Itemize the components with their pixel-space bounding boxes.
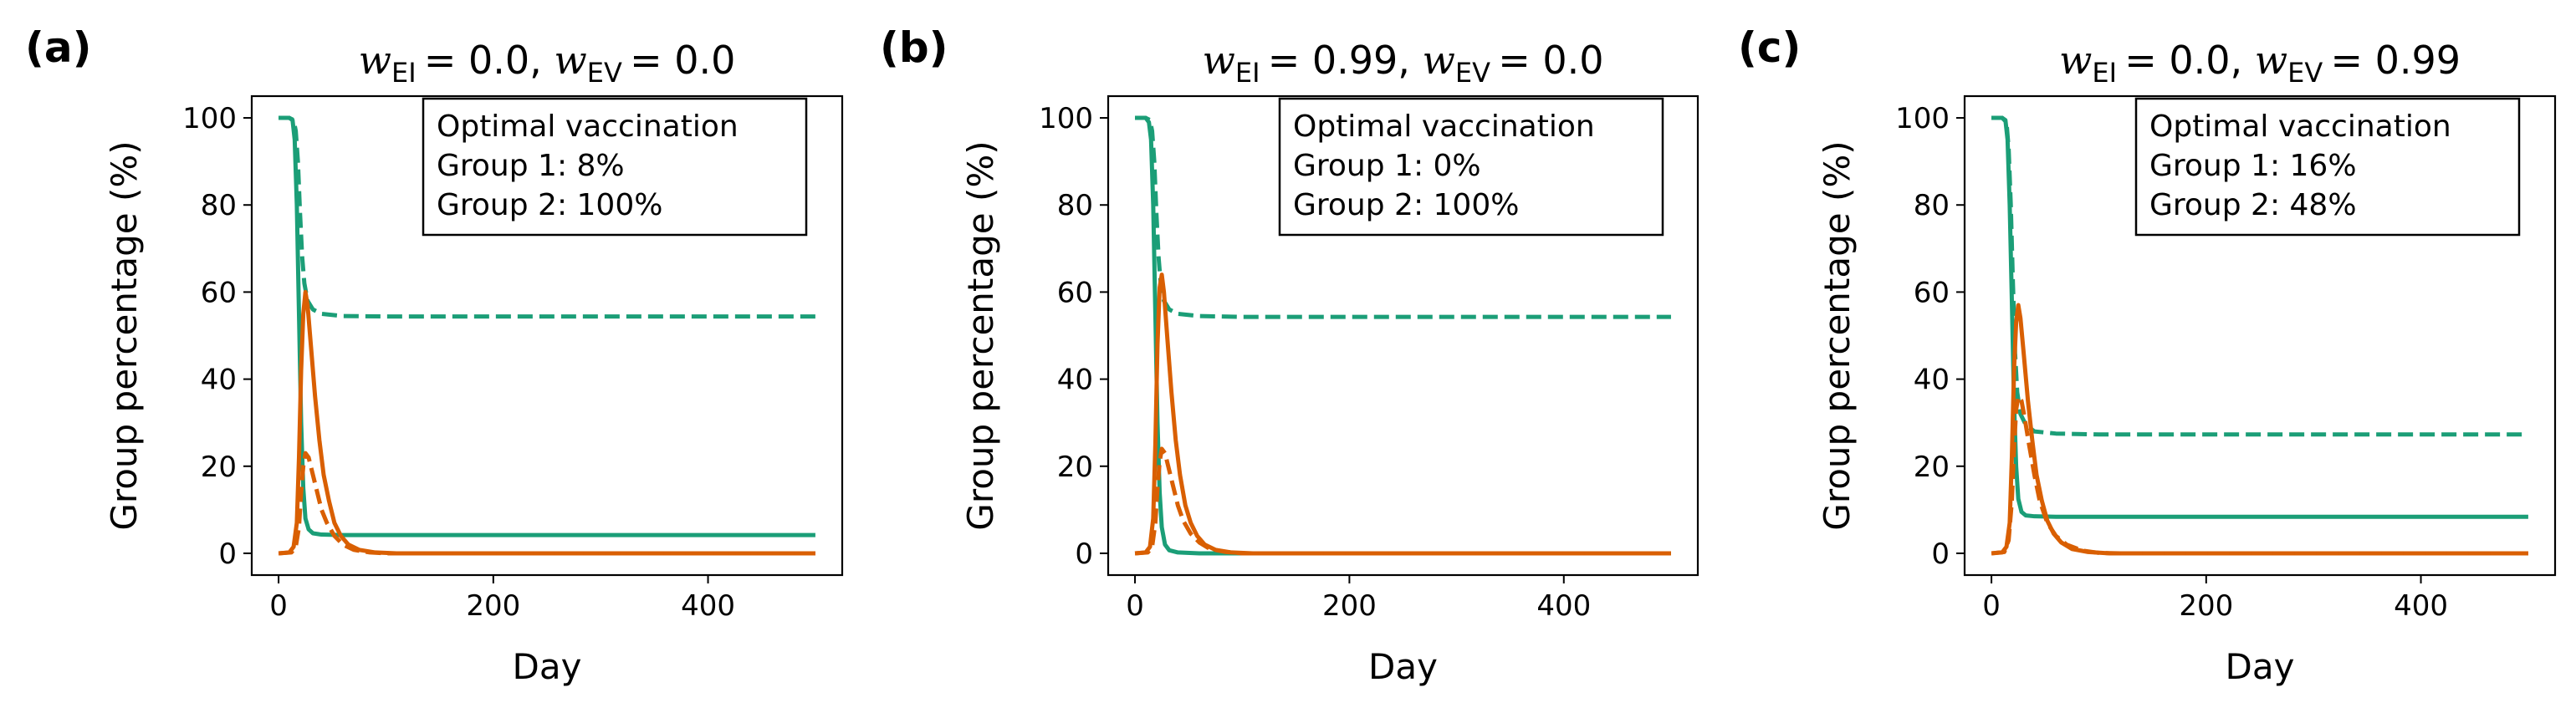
title-w1-value: = 0.99, xyxy=(1268,38,1410,83)
title-w2-symbol: w xyxy=(554,38,586,83)
x-axis-label: Day xyxy=(1368,646,1438,687)
series-line-4 xyxy=(1991,394,2528,556)
annotation-line: Optimal vaccination xyxy=(437,109,739,144)
title-w2-value: = 0.99 xyxy=(2330,38,2461,83)
title-w1-symbol: w xyxy=(359,38,391,83)
annotation-line: Group 2: 100% xyxy=(437,188,662,222)
annotation-line: Optimal vaccination xyxy=(2149,109,2451,144)
title-space xyxy=(622,38,630,83)
axes-frame xyxy=(1963,94,2557,577)
title-w2-sub: EV xyxy=(1455,57,1490,89)
title-w1-symbol: w xyxy=(2059,38,2092,83)
y-tick-label: 40 xyxy=(1914,364,1950,397)
title-space xyxy=(2117,38,2124,83)
chart-title: wEI = 0.99, wEV = 0.0 xyxy=(1202,38,1603,89)
axes-frame xyxy=(1107,94,1699,577)
series-line-2 xyxy=(1991,115,2528,437)
title-w1-sub: EI xyxy=(1235,57,1260,89)
chart-title: wEI = 0.0, wEV = 0.99 xyxy=(2059,38,2461,89)
y-tick-label: 0 xyxy=(1931,537,1950,571)
y-tick-label: 20 xyxy=(1057,451,1093,484)
x-tick-label: 400 xyxy=(681,589,735,623)
title-w2-value: = 0.0 xyxy=(630,38,735,83)
title-w2-symbol: w xyxy=(2255,38,2287,83)
title-space xyxy=(2323,38,2330,83)
y-tick-label: 0 xyxy=(1075,537,1093,571)
x-tick-label: 200 xyxy=(466,589,520,623)
y-axis-label: Group percentage (%) xyxy=(104,140,145,530)
y-tick-label: 20 xyxy=(1914,451,1950,484)
y-tick-label: 60 xyxy=(1914,276,1950,309)
title-space xyxy=(417,38,424,83)
series-line-3 xyxy=(1134,272,1671,556)
title-w1-value: = 0.0, xyxy=(424,38,542,83)
series-line-1 xyxy=(1991,115,2528,519)
series-line-2 xyxy=(279,115,815,319)
title-space xyxy=(2242,38,2255,83)
annotation-line: Optimal vaccination xyxy=(1293,109,1595,144)
title-w2-value: = 0.0 xyxy=(1498,38,1603,83)
title-w1-symbol: w xyxy=(1202,38,1234,83)
title-w2-sub: EV xyxy=(2287,57,2323,89)
panel-label: (c) xyxy=(1738,23,1801,72)
x-tick-label: 0 xyxy=(269,589,288,623)
y-axis-label: Group percentage (%) xyxy=(1817,140,1858,530)
panel-label: (a) xyxy=(25,23,91,72)
x-tick-label: 200 xyxy=(2179,589,2233,623)
x-axis-label: Day xyxy=(2226,646,2295,687)
y-tick-label: 80 xyxy=(201,189,237,222)
y-tick-label: 100 xyxy=(1039,102,1093,135)
y-tick-label: 0 xyxy=(218,537,237,571)
annotation-line: Group 2: 100% xyxy=(1293,188,1519,222)
y-tick-label: 100 xyxy=(182,102,237,135)
title-w1-sub: EI xyxy=(391,57,417,89)
y-tick-label: 80 xyxy=(1914,189,1950,222)
title-space xyxy=(542,38,555,83)
annotation-box xyxy=(1278,97,1664,237)
title-w1-sub: EI xyxy=(2092,57,2117,89)
y-tick-label: 20 xyxy=(201,451,237,484)
x-tick-label: 0 xyxy=(1126,589,1144,623)
title-space xyxy=(1410,38,1423,83)
x-tick-label: 400 xyxy=(1536,589,1591,623)
y-tick-label: 60 xyxy=(201,276,237,309)
y-tick-label: 40 xyxy=(1057,364,1093,397)
y-tick-label: 80 xyxy=(1057,189,1093,222)
title-w2-sub: EV xyxy=(587,57,622,89)
y-tick-label: 60 xyxy=(1057,276,1093,309)
annotation-box xyxy=(2134,97,2521,237)
x-tick-label: 400 xyxy=(2394,589,2448,623)
y-tick-label: 100 xyxy=(1895,102,1950,135)
title-space xyxy=(1490,38,1498,83)
series-line-2 xyxy=(1135,115,1671,319)
annotation-line: Group 1: 0% xyxy=(1293,149,1481,183)
x-tick-label: 200 xyxy=(1322,589,1377,623)
y-tick-label: 40 xyxy=(201,364,237,397)
series-line-3 xyxy=(278,289,815,556)
axes-frame xyxy=(250,94,844,577)
y-axis-label: Group percentage (%) xyxy=(960,140,1001,530)
x-axis-label: Day xyxy=(513,646,582,687)
annotation-box xyxy=(422,97,808,237)
x-tick-label: 0 xyxy=(1982,589,2001,623)
title-w2-symbol: w xyxy=(1423,38,1455,83)
annotation-line: Group 2: 48% xyxy=(2149,188,2357,222)
panel-label: (b) xyxy=(880,23,948,72)
title-space xyxy=(1260,38,1268,83)
annotation-line: Group 1: 8% xyxy=(437,149,625,183)
series-line-4 xyxy=(278,451,815,556)
annotation-line: Group 1: 16% xyxy=(2149,149,2357,183)
title-w1-value: = 0.0, xyxy=(2124,38,2242,83)
series-line-4 xyxy=(1134,446,1671,556)
chart-title: wEI = 0.0, wEV = 0.0 xyxy=(359,38,736,89)
